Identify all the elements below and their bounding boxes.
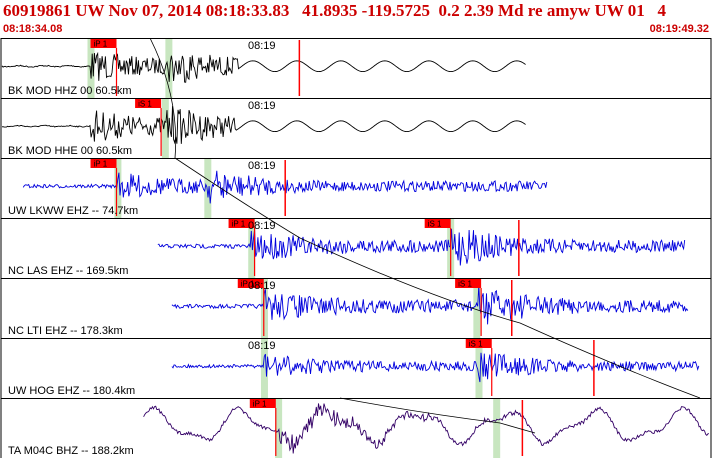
time-tick-label: 08:19 [248,340,276,352]
waveform-trace [1,51,526,83]
phase-pick-label: iS 1 [458,280,472,289]
trace-row-frame [0,398,712,458]
phase-pick-label: iP 1 [241,280,255,289]
phase-pick-flag[interactable] [249,399,276,408]
time-tick-label: 08:19 [248,100,276,112]
phase-pick-flag[interactable] [465,339,492,348]
phase-pick-label: iS 1 [138,100,152,109]
phase-window [87,39,95,98]
phase-pick-flag[interactable] [228,219,255,228]
phase-window [260,339,268,398]
waveform-trace [157,228,686,266]
channel-label: NC LAS EHZ -- 169.5km [8,265,128,277]
time-tick-label: 08:19 [248,160,276,172]
channel-label: TA M04C BHZ -- 188.2km [8,445,134,457]
window-end-time: 08:19:49.32 [649,23,709,35]
header-bar: 60919861 UW Nov 07, 2014 08:18:33.83 41.… [0,0,712,38]
waveform-trace [1,106,526,145]
waveform-trace [143,403,710,454]
channel-label: UW LKWW EHZ -- 74.7km [8,205,138,217]
phase-pick-label: iP 1 [253,400,267,409]
phase-window [248,219,256,278]
phase-window [114,159,122,218]
channel-label: BK MOD HHZ 00 60.5km [8,85,131,97]
phase-pick-label: iS 1 [428,220,442,229]
phase-pick-flag[interactable] [90,159,117,168]
time-tick-label: 08:19 [248,280,276,292]
phase-pick-label: iP 1 [94,160,108,169]
window-start-time: 08:18:34.08 [3,23,63,35]
phase-window [475,339,483,398]
channel-label: UW HOG EHZ -- 180.4km [8,385,135,397]
phase-pick-label: iP 1 [232,220,246,229]
phase-window [204,159,212,218]
phase-pick-flag[interactable] [424,219,451,228]
phase-window [161,99,169,158]
moveout-curve [149,38,701,399]
moveout-curve-secondary [339,397,536,434]
phase-pick-label: iP 1 [94,40,108,49]
phase-window [260,279,268,338]
channel-label: NC LTI EHZ -- 178.3km [8,325,123,337]
phase-pick-flag[interactable] [90,39,117,48]
phase-pick-flag[interactable] [237,279,264,288]
time-tick-label: 08:19 [248,220,276,232]
waveform-trace [171,352,700,383]
phase-window [473,279,481,338]
time-tick-label: 08:19 [248,40,276,52]
phase-window [165,39,173,98]
channel-label: BK MOD HHE 00 60.5km [8,145,132,157]
waveform-trace [171,285,689,325]
phase-window [493,399,501,458]
phase-pick-label: iS 1 [469,340,483,349]
phase-pick-flag[interactable] [135,99,162,108]
phase-window [275,399,283,458]
phase-pick-flag[interactable] [455,279,482,288]
event-title: 60919861 UW Nov 07, 2014 08:18:33.83 41.… [3,1,666,20]
